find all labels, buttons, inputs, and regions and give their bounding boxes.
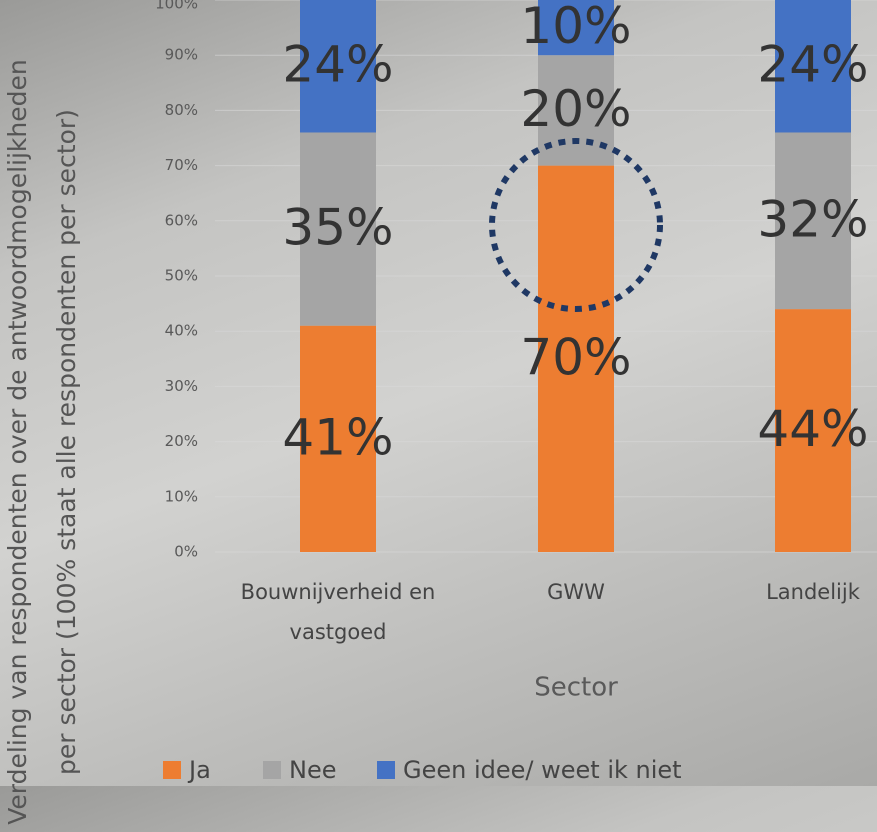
x-tick-label: GWW [547,580,605,604]
y-tick-label: 40% [165,322,198,340]
y-tick-label: 10% [165,487,198,505]
y-tick-label: 90% [165,46,198,64]
bar-segment [775,0,851,133]
bar-segment [300,0,376,133]
y-tick-label: 20% [165,432,198,450]
legend-label: Ja [187,756,211,784]
x-tick-label: Bouwnijverheid en vastgoed [240,580,436,644]
bar-segment [775,309,851,552]
chart: 0% 10% 20% 30% 40% 50% 60% 70% 80% 90% 100% 41% 35% 2… [155,0,877,784]
bar-segment [300,325,376,552]
bar-segment [538,165,614,552]
y-tick-label: 50% [165,267,198,285]
y-axis-label: Verdeling van respondenten over de antwo… [3,59,81,825]
bar-segment [300,132,376,326]
y-tick-label: 70% [165,156,198,174]
bar-segment [775,132,851,310]
y-tick-label: 60% [165,211,198,229]
y-tick-label: 100% [155,0,198,13]
data-label: 24% [757,36,868,94]
data-label: 70% [520,328,631,386]
y-tick-label: 80% [165,101,198,119]
x-tick-label: Landelijk [766,580,860,604]
data-label: 20% [520,80,631,138]
bar-segment [538,0,614,56]
y-tick-label: 0% [174,543,198,561]
legend-swatch [263,761,281,779]
highlight-circle [489,138,663,312]
data-label: 10% [520,0,631,55]
data-label: 32% [757,190,868,248]
data-label: 24% [282,36,393,94]
legend-swatch [377,761,395,779]
data-label: 44% [757,400,868,458]
data-label: 35% [282,199,393,257]
data-label: 41% [282,408,393,466]
legend-swatch [163,761,181,779]
legend-label: Geen idee/ weet ik niet [403,756,682,784]
y-tick-label: 30% [165,377,198,395]
x-axis-label: Sector [534,673,618,703]
legend-label: Nee [289,756,336,784]
